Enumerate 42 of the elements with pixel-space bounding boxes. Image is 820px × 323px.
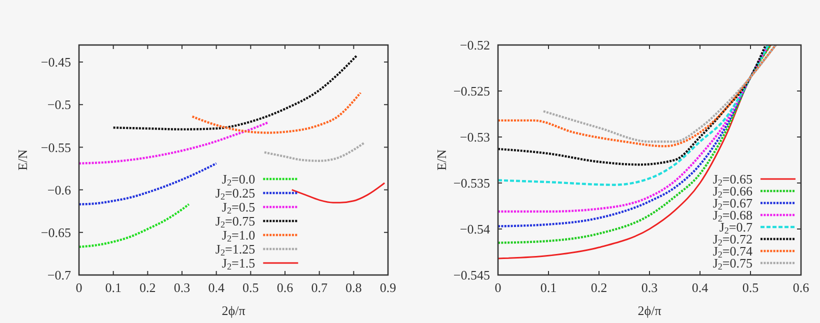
x-tick-label: 0.6 [792, 280, 810, 295]
y-tick-label: −0.54 [460, 222, 490, 237]
x-tick-label: 0.3 [641, 280, 658, 295]
y-tick-label: −0.5 [47, 97, 71, 112]
y-tick-label: −0.545 [453, 268, 490, 283]
x-axis-title: 2ϕ/π [638, 303, 662, 318]
y-tick-label: −0.7 [47, 268, 72, 283]
y-tick-label: −0.45 [40, 54, 71, 70]
x-tick-label: 0 [76, 280, 82, 295]
x-tick-label: 0 [494, 280, 502, 295]
line-series [263, 142, 366, 162]
x-tick-label: 0.7 [311, 280, 328, 295]
line-series [78, 162, 218, 206]
line-series [496, 44, 777, 148]
x-tick-label: 0.4 [692, 280, 709, 295]
x-tick-label: 0.6 [276, 280, 294, 295]
y-tick-label: −0.6 [47, 182, 72, 198]
x-axis-title: 2ϕ/π [222, 303, 246, 318]
y-axis-title: E/N [15, 148, 30, 170]
y-tick-label: −0.535 [453, 176, 490, 191]
line-series [112, 54, 358, 130]
line-series [291, 182, 386, 204]
x-tick-label: 0.5 [242, 280, 259, 295]
x-tick-label: 0.4 [208, 280, 225, 295]
line-series [78, 203, 190, 248]
x-tick-label: 0.1 [540, 280, 557, 295]
y-tick-label: −0.55 [40, 140, 71, 155]
y-tick-label: −0.53 [460, 130, 490, 145]
y-tick-label: −0.525 [453, 84, 490, 99]
x-tick-label: 0.5 [742, 280, 759, 295]
line-series [542, 44, 777, 143]
x-tick-label: 0.1 [105, 280, 122, 295]
x-tick-label: 0.2 [590, 280, 608, 295]
y-tick-label: −0.52 [460, 38, 490, 53]
y-axis-title: E/N [434, 148, 449, 170]
y-tick-label: −0.65 [40, 224, 71, 240]
x-tick-label: 0.2 [140, 280, 156, 295]
line-series [78, 121, 269, 165]
x-tick-label: 0.3 [174, 280, 190, 295]
line-series [191, 92, 362, 134]
x-tick-label: 0.8 [346, 280, 362, 295]
x-tick-label: 0.9 [380, 280, 396, 295]
